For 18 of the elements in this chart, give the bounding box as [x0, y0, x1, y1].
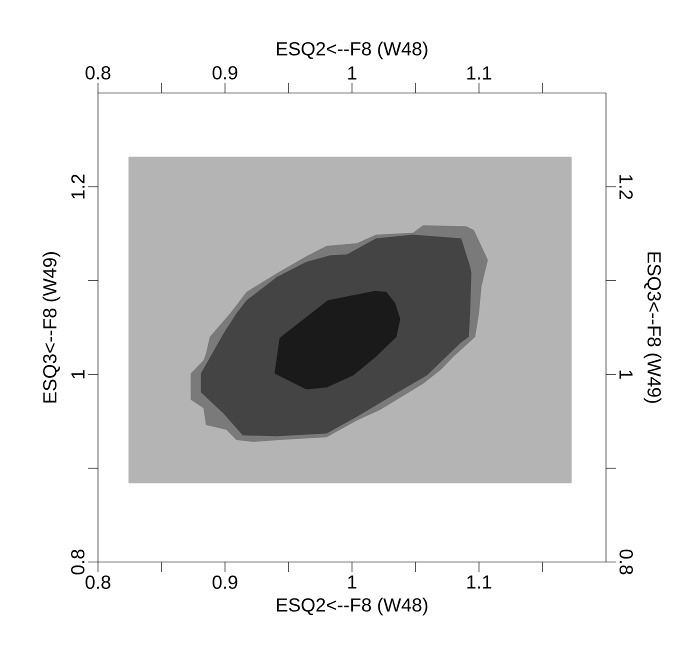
y-axis-title: ESQ3<--F8 (W49) — [42, 252, 60, 402]
y-tick-label: 1 — [71, 370, 84, 378]
y2-axis-title: ESQ3<--F8 (W49) — [644, 252, 662, 403]
x2-tick-label: 0.8 — [86, 576, 110, 589]
y2-tick-label: 1 — [620, 370, 633, 379]
x-tick-label: 1 — [348, 66, 356, 80]
x-axis-title: ESQ2<--F8 (W48) — [277, 598, 428, 616]
x2-tick-label: 0.9 — [212, 576, 238, 589]
x2-tick-label: 1.1 — [467, 576, 492, 589]
x-tick-label: 1.1 — [467, 66, 492, 80]
y-tick-label: 1.2 — [71, 174, 84, 199]
y2-tick-label: 0.8 — [620, 550, 633, 574]
y2-tick-label: 1.2 — [620, 175, 633, 200]
x-tick-label: 0.8 — [86, 66, 110, 80]
x2-axis-title: ESQ2<--F8 (W48) — [277, 42, 428, 60]
y-tick-label: 0.8 — [71, 550, 84, 574]
x-tick-label: 0.9 — [212, 66, 238, 80]
x2-tick-label: 1 — [348, 576, 356, 589]
